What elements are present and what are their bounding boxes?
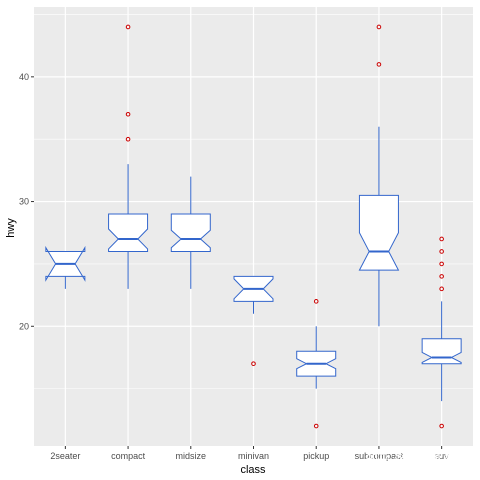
outlier-point (439, 274, 444, 279)
outlier-point (439, 249, 444, 254)
outlier-point (313, 299, 319, 304)
y-tick-label: 20 (19, 321, 29, 331)
notched-box (358, 194, 400, 271)
box-midsize (170, 176, 211, 289)
y-axis-ticks: 20 30 40 (19, 72, 34, 331)
watermark: 知乎 @王蓉蓉岁 (366, 451, 454, 466)
x-tick-label: compact (111, 451, 146, 461)
y-tick-label: 30 (19, 197, 29, 207)
outlier-point (376, 62, 382, 67)
outlier-point (439, 286, 444, 292)
outlier-point (439, 423, 444, 429)
box-suv (421, 236, 462, 429)
box-2seater (45, 245, 86, 289)
outlier-point (125, 136, 131, 142)
x-tick-label: pickup (303, 451, 329, 461)
x-tick-label: midsize (176, 451, 207, 461)
y-tick-label: 40 (19, 72, 29, 82)
notched-box (170, 213, 211, 252)
outlier-point (376, 24, 382, 30)
notched-box (421, 338, 462, 365)
x-tick-label: minivan (238, 451, 269, 461)
outlier-point (313, 423, 319, 429)
x-axis-title: class (240, 464, 266, 476)
x-axis-ticks: 2seater compact midsize minivan pickup subcom… (50, 446, 449, 461)
x-tick-label: 2seater (50, 451, 80, 461)
outlier-point (439, 261, 444, 267)
x-tick-label: subcompact (355, 451, 404, 461)
boxes-layer (45, 24, 462, 429)
outlier-point (439, 236, 444, 242)
box-subcompact (358, 24, 400, 327)
x-tick-label: suv (435, 451, 450, 461)
outlier-point (251, 361, 256, 366)
outlier-point (125, 111, 131, 117)
notched-box (108, 213, 149, 252)
box-pickup (296, 299, 337, 429)
box-minivan (233, 275, 274, 366)
outlier-point (125, 24, 131, 30)
box-compact (108, 24, 149, 289)
y-axis-title: hwy (5, 218, 17, 238)
